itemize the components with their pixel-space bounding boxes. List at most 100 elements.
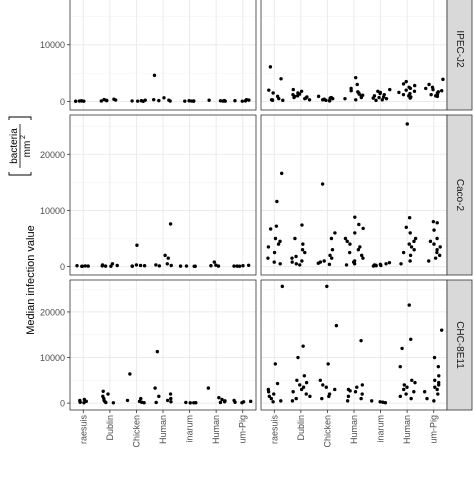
data-point (271, 400, 275, 404)
data-point (268, 65, 273, 69)
data-point (294, 254, 298, 259)
data-point (307, 98, 312, 102)
panel-border (69, 0, 257, 111)
data-point (401, 250, 406, 255)
data-point (293, 236, 297, 241)
data-point (290, 399, 295, 403)
data-point (408, 86, 413, 91)
panel-2-left (69, 279, 257, 411)
data-point (188, 401, 192, 405)
data-point (138, 263, 143, 268)
data-point (349, 89, 353, 93)
data-point (432, 355, 437, 360)
y-tick-label: 10000 (40, 206, 65, 216)
x-tick-label: Human (402, 415, 412, 444)
x-tick-label: Dublin (105, 415, 115, 441)
data-point (168, 392, 173, 396)
data-point (413, 83, 417, 88)
data-point (273, 362, 278, 366)
data-point (346, 394, 351, 399)
data-point (425, 396, 429, 401)
x-tick-label: raesuis (269, 415, 279, 445)
data-point (169, 400, 173, 404)
data-point (353, 390, 358, 394)
data-point (135, 99, 140, 103)
data-point (302, 374, 307, 378)
panel-1-right (260, 114, 448, 276)
data-point (408, 96, 412, 100)
data-point (274, 224, 279, 228)
x-tick-label: Chicken (322, 415, 332, 448)
data-point (378, 400, 382, 404)
data-point (437, 253, 442, 258)
data-point (100, 264, 104, 268)
data-point (374, 98, 378, 103)
data-point (371, 264, 376, 268)
data-point (404, 79, 408, 84)
data-point (322, 259, 326, 263)
data-point (347, 250, 352, 255)
data-point (431, 87, 435, 92)
data-point (357, 92, 361, 96)
data-point (435, 248, 439, 252)
data-point (222, 400, 227, 404)
data-point (326, 362, 330, 366)
data-point (412, 239, 416, 244)
data-point (266, 256, 270, 260)
data-point (303, 250, 307, 255)
data-point (279, 77, 283, 81)
data-point (183, 99, 187, 103)
data-point (358, 245, 362, 249)
data-point (278, 239, 282, 244)
data-point (404, 392, 408, 396)
data-point (232, 264, 236, 268)
data-point (301, 242, 305, 246)
data-point (325, 284, 329, 289)
data-point (266, 245, 271, 249)
data-point (184, 400, 188, 405)
data-point (432, 228, 436, 232)
data-point (404, 225, 408, 229)
unit-denominator: mm (22, 141, 33, 158)
data-point (125, 398, 130, 403)
data-point (292, 95, 296, 100)
data-point (316, 94, 321, 99)
data-point (439, 328, 444, 332)
data-point (407, 242, 411, 246)
data-point (331, 96, 335, 101)
data-point (275, 381, 280, 386)
data-point (401, 82, 406, 86)
data-point (371, 96, 375, 100)
data-point (269, 396, 274, 401)
data-point (218, 99, 223, 103)
data-point (209, 264, 213, 268)
y-axis-title: Median infection value (25, 225, 37, 334)
data-point (353, 75, 358, 80)
data-point (272, 260, 276, 264)
data-point (304, 380, 309, 385)
data-point (435, 94, 440, 99)
data-point (267, 88, 271, 92)
data-point (437, 374, 441, 378)
y-tick-label: 0 (60, 399, 65, 409)
data-point (139, 396, 143, 401)
data-point (280, 284, 285, 289)
unit-numerator: bacteria (9, 128, 20, 164)
unit-bracket-right (8, 116, 32, 120)
data-point (301, 385, 306, 389)
data-point (435, 236, 439, 241)
data-point (436, 392, 440, 396)
data-point (380, 98, 384, 102)
data-point (357, 222, 361, 227)
data-point (244, 97, 249, 102)
data-point (355, 82, 359, 87)
data-point (361, 226, 365, 231)
data-point (268, 227, 273, 231)
data-point (169, 396, 173, 401)
data-point (354, 98, 358, 102)
data-point (330, 248, 335, 252)
data-point (370, 399, 374, 403)
x-tick-label: inarum (185, 415, 195, 443)
data-point (295, 378, 299, 383)
